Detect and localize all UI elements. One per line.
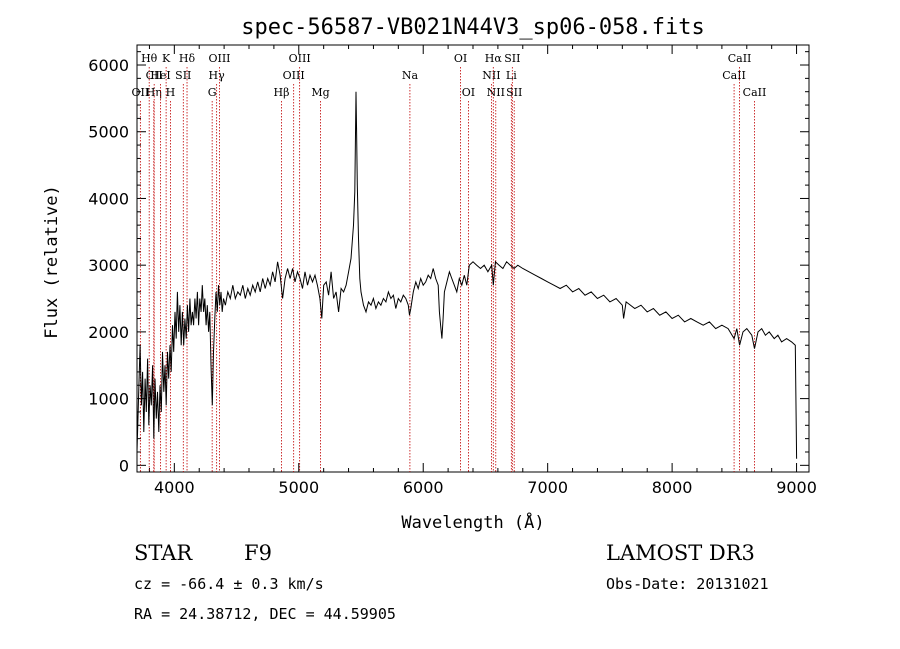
line-label: CII	[146, 69, 163, 82]
obs-date: Obs-Date: 20131021	[606, 575, 769, 593]
y-tick-label: 0	[119, 456, 129, 475]
line-label: NII	[482, 69, 500, 82]
line-label: Li	[506, 69, 517, 82]
y-tick-label: 4000	[88, 189, 129, 208]
plot-frame	[136, 44, 810, 473]
line-label: HeI	[150, 69, 170, 82]
spectrum-series-line	[136, 91, 798, 459]
y-tick-label: 6000	[88, 56, 129, 75]
x-tick-label: 4000	[154, 478, 195, 497]
line-label: NII	[487, 86, 505, 99]
line-label: SII	[175, 69, 191, 82]
line-label: Hη	[146, 86, 162, 99]
line-label: Hθ	[141, 52, 158, 65]
redshift-cz: cz = -66.4 ± 0.3 km/s	[134, 575, 324, 593]
object-class: STAR	[134, 541, 193, 565]
line-label: Hβ	[274, 86, 290, 99]
line-label: Hα	[485, 52, 503, 65]
line-label: H	[166, 86, 176, 99]
x-tick-label: 7000	[527, 478, 568, 497]
line-label: Hδ	[179, 52, 196, 65]
line-label: K	[162, 52, 171, 65]
y-tick-label: 5000	[88, 123, 129, 142]
line-label: OII	[132, 86, 150, 99]
coordinates: RA = 24.38712, DEC = 44.59905	[134, 605, 396, 623]
line-label: SII	[506, 86, 522, 99]
line-label: Hγ	[209, 69, 226, 82]
line-label: OIII	[208, 52, 230, 65]
x-tick-label: 6000	[403, 478, 444, 497]
x-tick-label: 5000	[278, 478, 319, 497]
line-label: SII	[504, 52, 520, 65]
x-tick-label: 9000	[776, 478, 817, 497]
line-label: OIII	[289, 52, 311, 65]
y-tick-label: 3000	[88, 256, 129, 275]
axis-ticks: 4000 5000 6000 7000 8000 9000 0 1000 2000 3000 400…	[88, 45, 817, 497]
y-axis-label: Flux (relative)	[42, 185, 62, 339]
x-axis-label: Wavelength (Å)	[401, 511, 544, 533]
line-label: Na	[402, 69, 419, 82]
line-label: CaII	[728, 52, 752, 65]
line-label: OI	[454, 52, 467, 65]
line-label: CaII	[743, 86, 767, 99]
chart-title: spec-56587-VB021N44V3_sp06-058.fits	[241, 15, 705, 40]
survey-name: LAMOST DR3	[606, 541, 755, 565]
line-label: OIII	[283, 69, 305, 82]
line-label: OI	[462, 86, 475, 99]
y-tick-label: 2000	[88, 323, 129, 342]
y-tick-label: 1000	[88, 390, 129, 409]
line-label: G	[208, 86, 217, 99]
x-tick-label: 8000	[652, 478, 693, 497]
line-label: CaII	[722, 69, 746, 82]
subclass: F9	[244, 541, 272, 565]
line-label: Mg	[311, 86, 329, 99]
